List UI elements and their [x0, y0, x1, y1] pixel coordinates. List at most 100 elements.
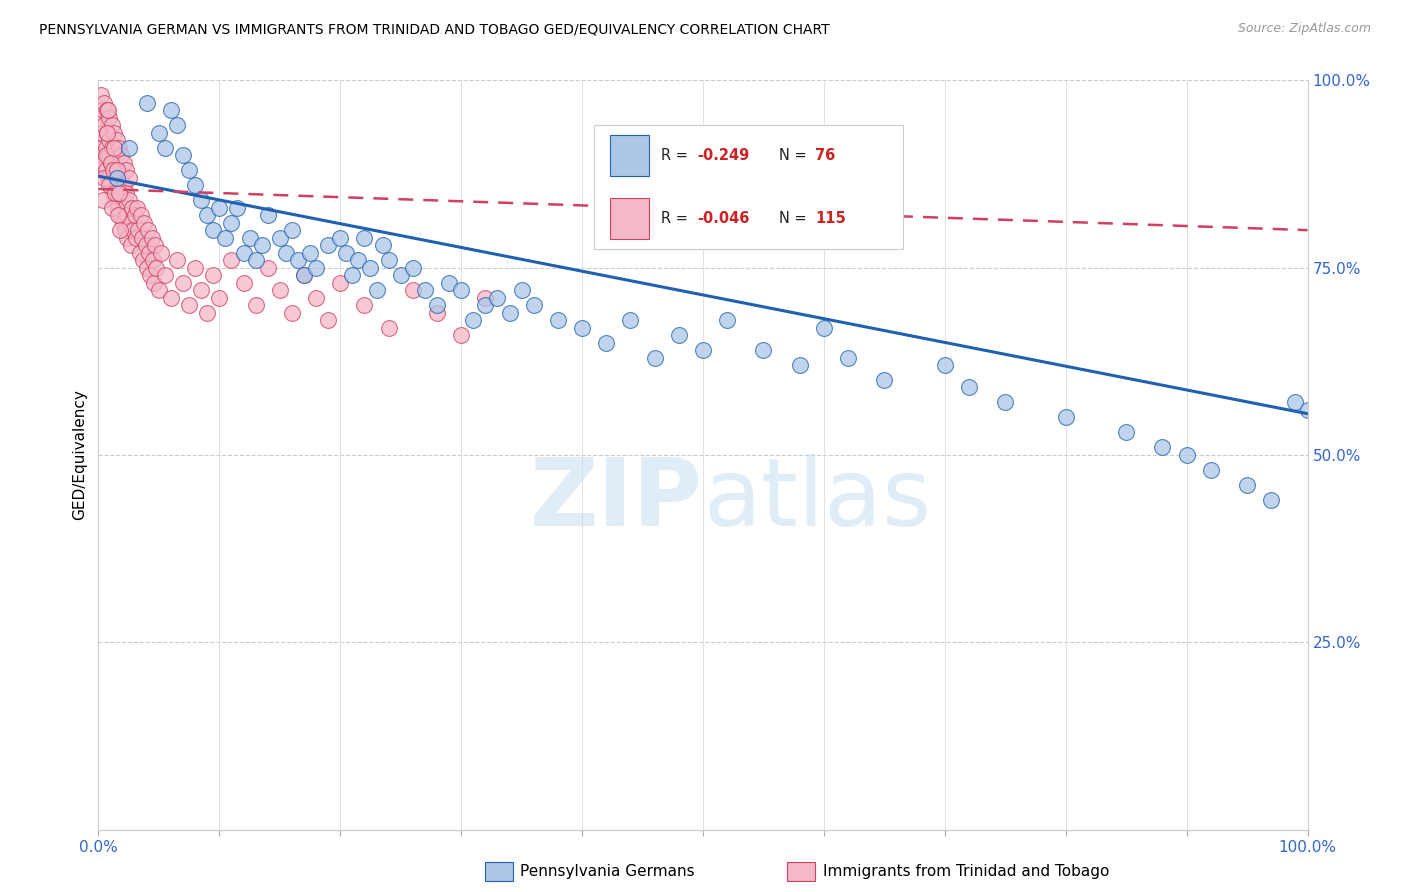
- Point: [571, 320, 593, 334]
- Point: [96, 103, 118, 118]
- Point: [112, 178, 135, 193]
- Point: [101, 163, 124, 178]
- Bar: [610, 135, 648, 177]
- Point: [127, 223, 149, 237]
- Point: [145, 260, 167, 275]
- Point: [120, 238, 142, 252]
- Point: [437, 276, 460, 290]
- Text: PENNSYLVANIA GERMAN VS IMMIGRANTS FROM TRINIDAD AND TOBAGO GED/EQUIVALENCY CORRE: PENNSYLVANIA GERMAN VS IMMIGRANTS FROM T…: [39, 22, 830, 37]
- Point: [377, 253, 399, 268]
- Point: [132, 253, 155, 268]
- Point: [184, 260, 207, 275]
- Point: [450, 283, 472, 297]
- Text: 76: 76: [815, 148, 835, 163]
- Point: [103, 148, 125, 162]
- Text: -0.046: -0.046: [697, 211, 749, 226]
- Point: [463, 313, 485, 327]
- Point: [118, 193, 141, 207]
- Point: [226, 201, 249, 215]
- Point: [129, 208, 152, 222]
- Point: [644, 351, 666, 365]
- Point: [166, 118, 188, 132]
- Point: [91, 155, 114, 169]
- Point: [96, 126, 118, 140]
- Point: [281, 223, 304, 237]
- Point: [202, 268, 225, 282]
- Point: [360, 260, 382, 275]
- Point: [287, 253, 309, 268]
- Point: [299, 245, 322, 260]
- Point: [148, 126, 170, 140]
- Point: [245, 298, 267, 312]
- Text: Source: ZipAtlas.com: Source: ZipAtlas.com: [1237, 22, 1371, 36]
- Point: [837, 351, 859, 365]
- Point: [105, 155, 128, 169]
- Point: [100, 155, 122, 169]
- Point: [402, 283, 425, 297]
- Point: [366, 283, 388, 297]
- Point: [153, 268, 176, 282]
- Point: [250, 238, 273, 252]
- Point: [100, 155, 122, 169]
- Point: [172, 276, 194, 290]
- Point: [136, 223, 159, 237]
- Point: [108, 208, 131, 222]
- Point: [91, 126, 114, 140]
- Point: [208, 291, 231, 305]
- Point: [103, 126, 125, 140]
- Point: [128, 245, 150, 260]
- Point: [122, 223, 145, 237]
- Point: [124, 208, 146, 222]
- Point: [108, 223, 131, 237]
- Point: [104, 186, 127, 200]
- Point: [94, 163, 117, 178]
- Point: [239, 230, 262, 244]
- Point: [108, 163, 131, 178]
- Point: [100, 141, 122, 155]
- Point: [813, 320, 835, 334]
- Point: [97, 170, 120, 185]
- Point: [172, 148, 194, 162]
- Point: [269, 283, 291, 297]
- Point: [190, 193, 212, 207]
- Point: [221, 216, 243, 230]
- Point: [426, 298, 449, 312]
- Point: [195, 208, 218, 222]
- Point: [353, 230, 375, 244]
- Text: N =: N =: [779, 211, 811, 226]
- Point: [100, 178, 122, 193]
- Point: [934, 358, 956, 372]
- Text: ZIP: ZIP: [530, 454, 703, 546]
- Point: [91, 141, 114, 155]
- Point: [292, 268, 315, 282]
- Point: [138, 245, 160, 260]
- Point: [1152, 441, 1174, 455]
- Point: [134, 216, 156, 230]
- Point: [789, 358, 811, 372]
- Point: [107, 178, 129, 193]
- Point: [486, 291, 509, 305]
- Text: -0.249: -0.249: [697, 148, 749, 163]
- Point: [143, 238, 166, 252]
- Point: [1236, 478, 1258, 492]
- Point: [166, 253, 188, 268]
- Text: 115: 115: [815, 211, 846, 226]
- Point: [160, 103, 183, 118]
- Point: [305, 291, 328, 305]
- Point: [98, 133, 121, 147]
- Point: [100, 201, 122, 215]
- Point: [752, 343, 775, 357]
- Point: [1296, 403, 1319, 417]
- Point: [97, 103, 120, 118]
- Point: [94, 141, 117, 155]
- Point: [110, 170, 132, 185]
- Text: Pennsylvania Germans: Pennsylvania Germans: [520, 864, 695, 879]
- Point: [135, 260, 157, 275]
- Point: [256, 208, 278, 222]
- Point: [91, 193, 114, 207]
- Point: [329, 230, 352, 244]
- Point: [510, 283, 533, 297]
- Point: [103, 141, 125, 155]
- Y-axis label: GED/Equivalency: GED/Equivalency: [72, 390, 87, 520]
- Point: [208, 201, 231, 215]
